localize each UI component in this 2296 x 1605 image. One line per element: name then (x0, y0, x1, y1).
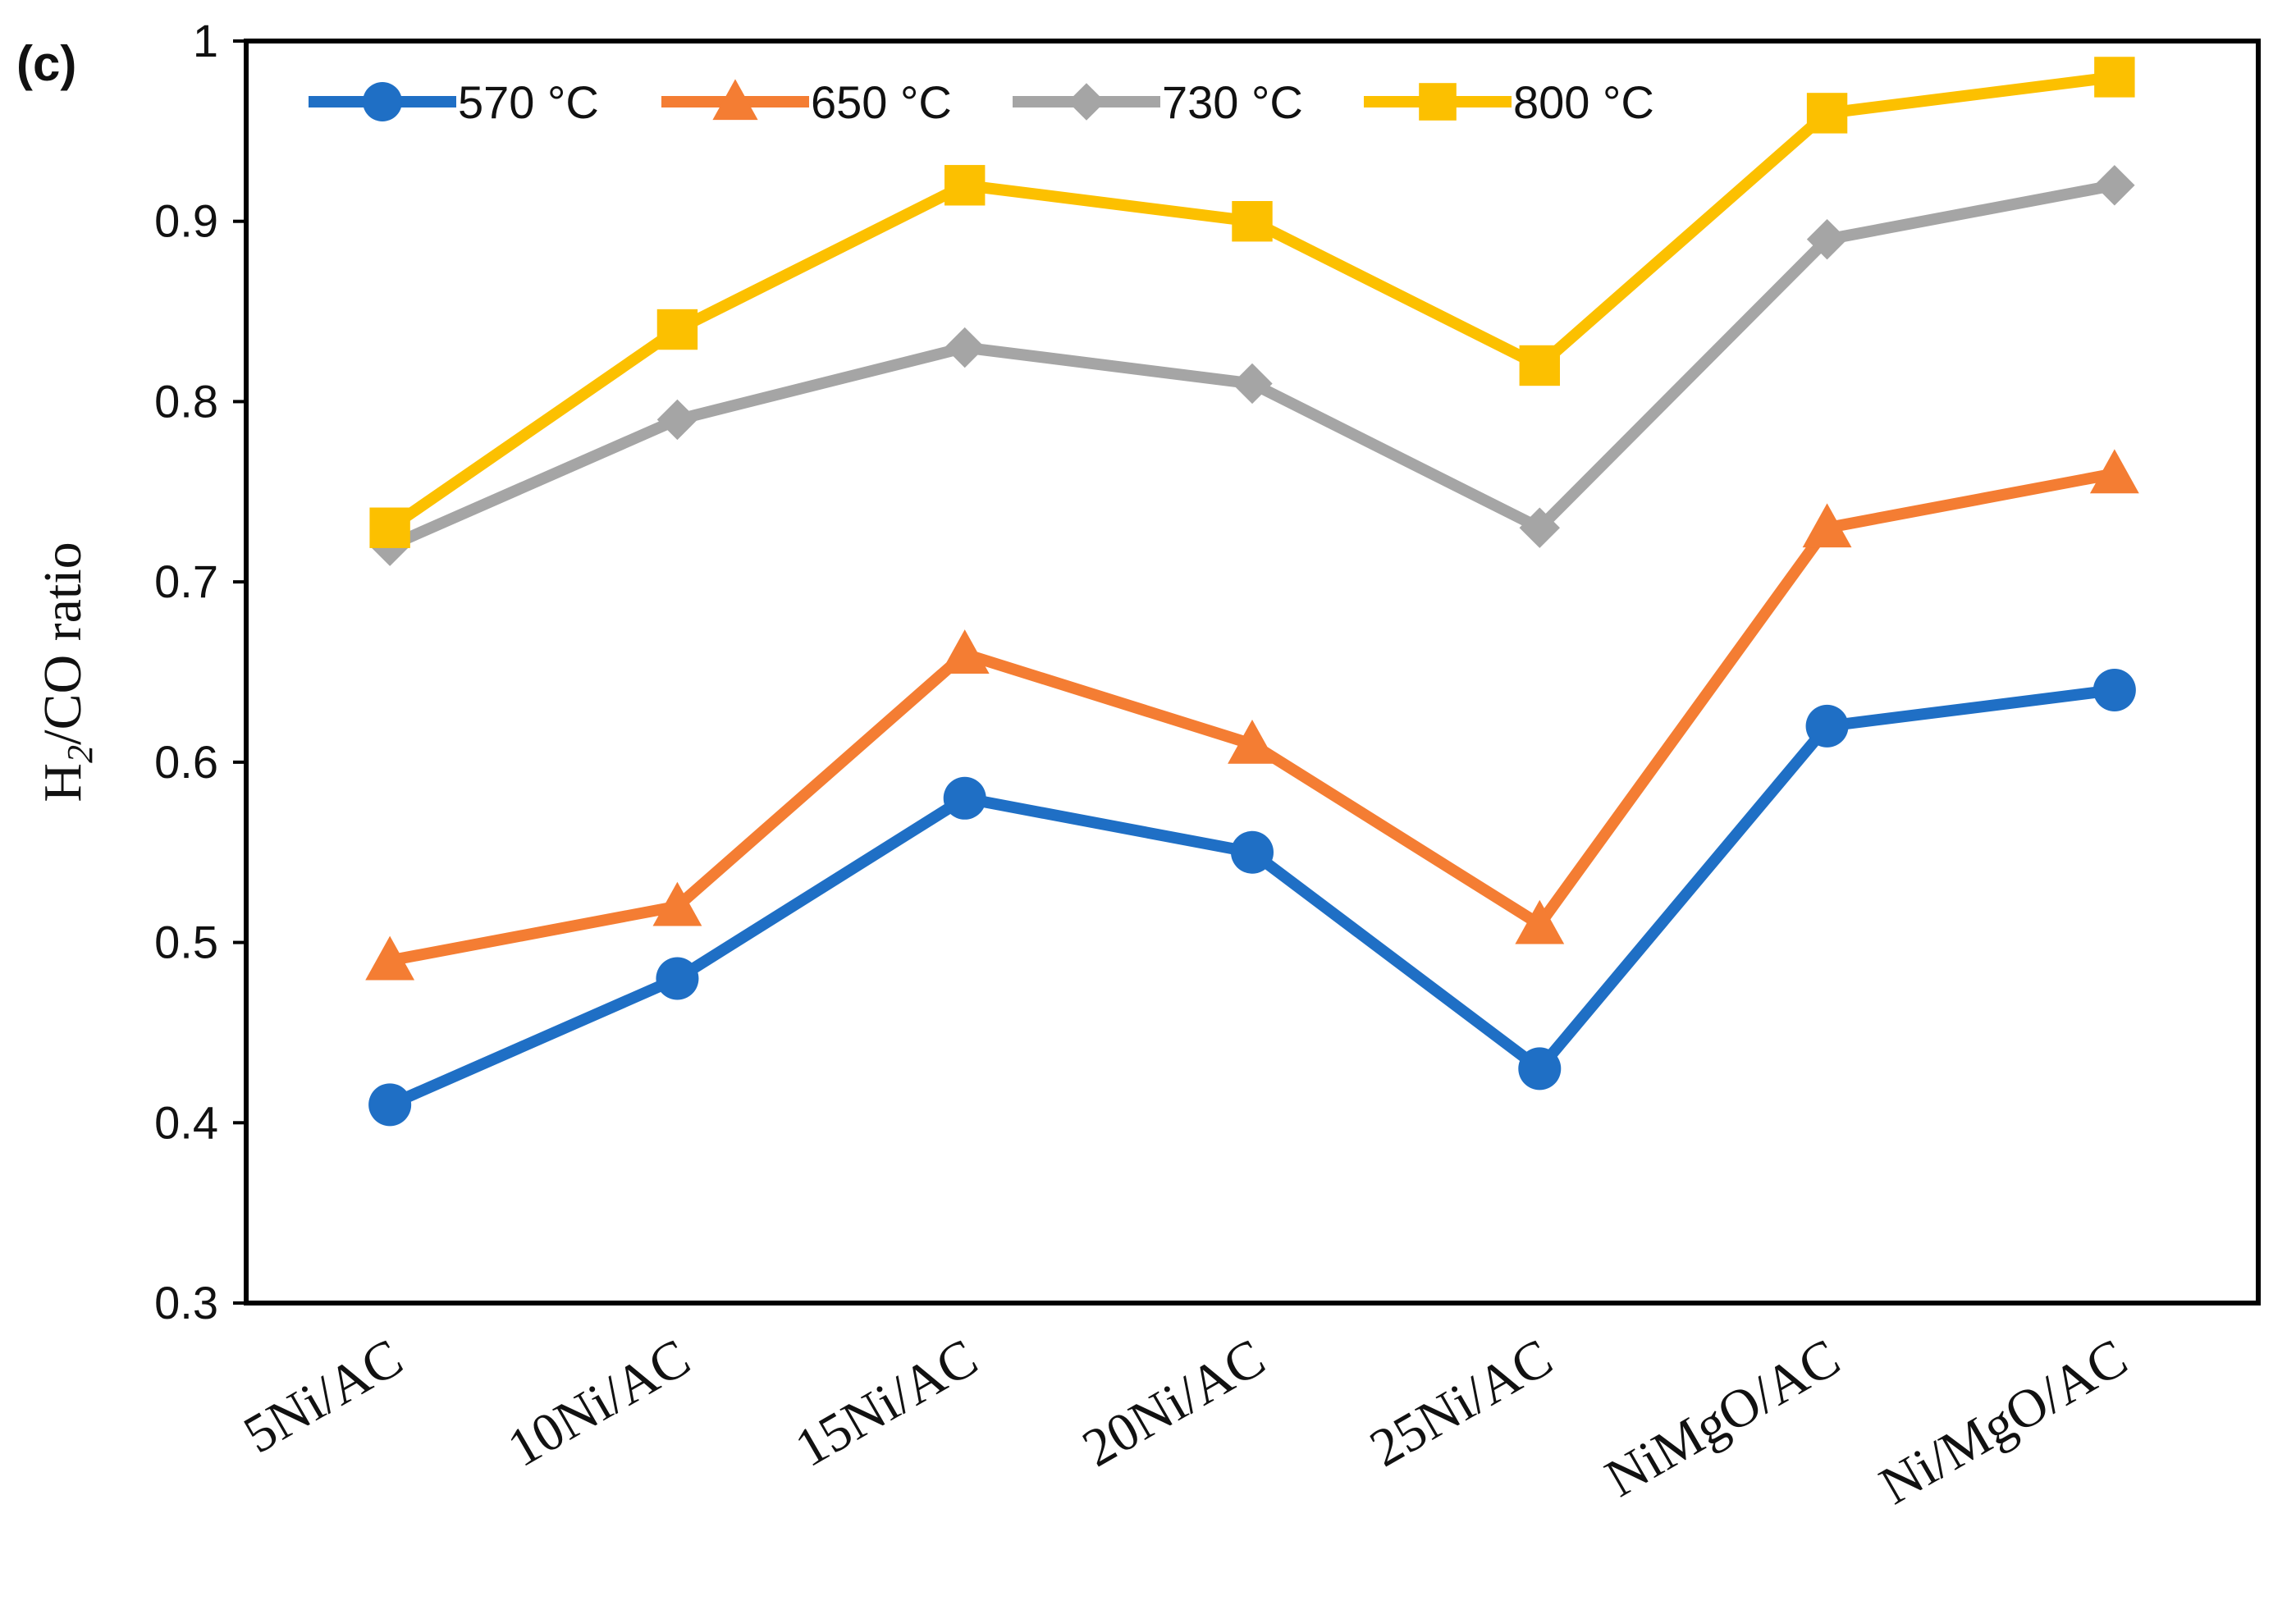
marker-diamond (656, 399, 698, 441)
marker-diamond (1232, 363, 1273, 405)
marker-circle (2092, 668, 2136, 711)
y-tick-label: 1 (193, 15, 218, 66)
legend-label: 800 °C (1513, 76, 1654, 128)
x-tick-label: 15Ni/AC (785, 1328, 987, 1479)
marker-circle (363, 82, 402, 121)
legend-item: 570 °C (309, 76, 599, 128)
marker-diamond (1068, 83, 1105, 121)
y-tick-label: 0.9 (154, 195, 218, 247)
marker-triangle (2089, 449, 2139, 494)
marker-square (1519, 345, 1560, 386)
marker-square (1419, 83, 1457, 121)
legend-label: 650 °C (811, 76, 952, 128)
marker-triangle (1515, 899, 1565, 944)
y-tick-label: 0.7 (154, 556, 218, 607)
y-axis-title-main: H (33, 763, 93, 802)
marker-square (656, 309, 698, 350)
marker-diamond (1806, 218, 1848, 260)
x-tick-label: 10Ni/AC (498, 1328, 700, 1479)
marker-triangle (940, 629, 990, 674)
x-tick-label: 5Ni/AC (234, 1328, 413, 1466)
x-tick-label: Ni/MgO/AC (1870, 1328, 2138, 1516)
x-tick-label: NiMgO/AC (1595, 1328, 1850, 1509)
marker-diamond (2094, 165, 2135, 206)
marker-circle (368, 1083, 412, 1127)
marker-circle (1805, 704, 1849, 748)
marker-circle (1518, 1047, 1562, 1091)
series-layer (365, 57, 2139, 1127)
y-tick-label: 0.6 (154, 736, 218, 788)
marker-triangle (1228, 719, 1277, 764)
marker-triangle (712, 79, 758, 121)
plot-area-frame (244, 39, 2261, 1305)
y-tick-label: 0.4 (154, 1096, 218, 1148)
series-650-C (365, 449, 2139, 981)
legend-item: 800 °C (1364, 76, 1654, 128)
legend: 570 °C 650 °C 730 °C 800 °C (309, 76, 1654, 128)
marker-square (944, 165, 986, 206)
marker-triangle (652, 881, 702, 926)
marker-triangle (1802, 503, 1852, 548)
y-tick-label: 0.3 (154, 1277, 218, 1328)
x-tick-label: 20Ni/AC (1073, 1328, 1274, 1479)
marker-triangle (365, 935, 415, 981)
marker-square (1806, 93, 1848, 134)
y-axis-ticks: 0.3 0.4 0.5 0.6 0.7 0.8 0.9 1 (154, 15, 246, 1328)
series-800-C (369, 57, 2135, 548)
panel-label: (c) (16, 36, 76, 91)
y-tick-label: 0.5 (154, 917, 218, 968)
x-axis-ticks: 5Ni/AC 10Ni/AC 15Ni/AC 20Ni/AC 25Ni/AC NiMgO/… (234, 1328, 2137, 1516)
marker-diamond (944, 327, 986, 368)
series-730-C (369, 165, 2135, 566)
legend-label: 730 °C (1162, 76, 1303, 128)
legend-item: 730 °C (1013, 76, 1303, 128)
legend-item: 650 °C (661, 76, 952, 128)
x-tick-label: 25Ni/AC (1361, 1328, 1562, 1479)
marker-square (369, 507, 410, 548)
y-axis-label: H2/CO ratio (33, 542, 100, 802)
marker-square (1232, 201, 1273, 242)
marker-circle (943, 776, 986, 820)
y-axis-title: H2/CO ratio (33, 542, 100, 802)
y-tick-label: 0.8 (154, 375, 218, 427)
marker-square (2094, 57, 2135, 98)
marker-circle (1231, 830, 1274, 874)
marker-circle (656, 957, 699, 1000)
series-570-C (368, 668, 2136, 1127)
y-axis-title-rest: /CO ratio (33, 542, 93, 744)
legend-label: 570 °C (458, 76, 599, 128)
y-axis-title-subscript: 2 (60, 745, 100, 763)
marker-diamond (1519, 507, 1560, 548)
series-line (386, 71, 2115, 533)
